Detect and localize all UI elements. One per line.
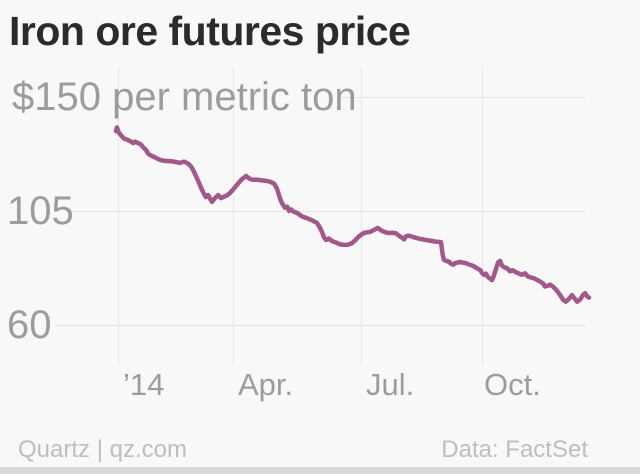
gridline-x-oct	[482, 68, 483, 365]
gridline-x-apr	[233, 68, 234, 365]
x-tick-apr: Apr.	[238, 367, 294, 402]
gridline-x-jul	[361, 68, 362, 365]
publisher-credit: Quartz | qz.com	[18, 436, 187, 463]
gridline-y-105	[70, 211, 585, 212]
x-tick-jul: Jul.	[366, 367, 415, 402]
gridline-x-jan14	[118, 68, 119, 365]
gridline-y-150	[337, 97, 585, 98]
x-tick-year-14: ’14	[123, 367, 165, 402]
x-tick-oct: Oct.	[484, 367, 541, 402]
y-tick-105: 105	[7, 189, 74, 233]
y-tick-60: 60	[7, 303, 52, 347]
chart-title: Iron ore futures price	[9, 8, 411, 54]
data-source: Data: FactSet	[441, 436, 588, 463]
bottom-strip	[0, 467, 640, 474]
gridline-y-60	[55, 325, 585, 326]
y-axis-unit-label: $150 per metric ton	[12, 75, 357, 119]
price-line	[113, 125, 592, 304]
